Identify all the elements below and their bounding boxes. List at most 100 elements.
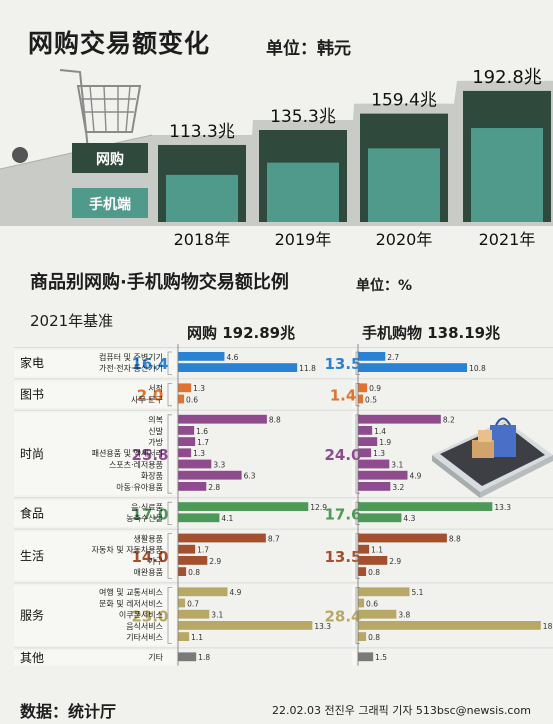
item-label: 패션용품 및 액세서리 [92, 448, 163, 458]
group-total-mobile: 17.6 [324, 505, 361, 523]
mobile-share-bar [358, 513, 402, 523]
online-share-bar [178, 544, 196, 554]
item-label: 아동·유아용품 [116, 482, 163, 492]
mobile-column-title: 手机购物 138.19兆 [362, 324, 501, 342]
mobile-share-bar [358, 414, 441, 424]
mobile-share-value: 2.9 [389, 557, 401, 566]
online-share-bar [178, 426, 195, 435]
mobile-share-bar [358, 544, 370, 554]
group-total-online: 17.0 [131, 505, 168, 523]
online-share-value: 1.3 [193, 449, 205, 458]
group-bracket [167, 351, 172, 375]
online-share-value: 0.7 [187, 599, 199, 608]
group-background [14, 381, 176, 408]
item-label: 이쿠폰서비스 [119, 610, 163, 620]
online-share-bar [178, 609, 210, 619]
mobile-share-value: 4.9 [409, 472, 421, 481]
mobile-share-bar [358, 352, 386, 361]
mobile-share-bar [358, 437, 378, 446]
item-label: 의복 [148, 415, 163, 425]
item-label: 가전·전자·통신기기 [99, 363, 163, 373]
online-share-bar [178, 567, 187, 576]
chart-unit: 单位：韩元 [266, 39, 351, 59]
online-share-value: 1.7 [197, 438, 209, 447]
item-label: 음·식료품 [131, 503, 163, 512]
group-total-mobile: 13.5 [324, 548, 361, 566]
mobile-share-value: 3.1 [391, 460, 403, 469]
mobile-share-bar [358, 556, 388, 565]
item-label: 스포츠·레저용품 [109, 460, 163, 469]
online-share-value: 1.8 [198, 653, 210, 662]
mobile-share-value: 8.8 [449, 534, 461, 543]
group-background [14, 531, 176, 581]
item-label: 기타서비스 [126, 633, 163, 642]
online-share-bar [178, 587, 228, 597]
group-background [14, 500, 176, 527]
group-background [352, 585, 356, 646]
group-bracket [167, 501, 172, 525]
mobile-share-bar [358, 426, 373, 435]
online-share-value: 1.7 [197, 546, 209, 555]
online-share-value: 4.6 [226, 353, 238, 362]
item-label: 가구 [148, 557, 163, 566]
mobile-share-value: 0.8 [368, 633, 380, 642]
item-label: 음식서비스 [126, 622, 163, 631]
online-share-bar [178, 556, 208, 565]
group-total-online: 25.8 [131, 446, 168, 464]
item-label: 기타 [148, 653, 163, 662]
mobile-share-value: 0.8 [368, 568, 380, 577]
mobile-share-value: 0.6 [366, 599, 378, 608]
group-background [352, 412, 356, 496]
mobile-share-value: 4.3 [403, 514, 415, 523]
group-name: 其他 [20, 651, 44, 665]
mobile-share-bar [358, 652, 374, 662]
mobile-share-bar [358, 632, 367, 641]
group-background [352, 650, 356, 666]
online-share-value: 12.9 [310, 503, 327, 512]
legend-online-swatch [72, 143, 148, 173]
group-background [14, 650, 176, 666]
online-share-value: 6.3 [244, 472, 256, 481]
group-name: 服务 [20, 607, 44, 622]
bar-value-label: 159.4兆 [371, 91, 437, 111]
item-label: 자동차 및 자동차용품 [92, 545, 163, 555]
mobile-share-bar [358, 587, 410, 597]
mobile-share-bar [358, 448, 372, 458]
online-share-bar [178, 383, 192, 393]
basis-label: 2021年基准 [30, 312, 114, 330]
mobile-share-value: 2.7 [387, 353, 399, 362]
mobile-share-bar [358, 502, 493, 511]
group-total-online: 23.0 [131, 607, 168, 625]
mobile-bar [368, 148, 440, 222]
year-tick-label: 2019年 [275, 230, 332, 249]
online-share-bar [178, 414, 267, 424]
group-total-mobile: 1.4 [330, 387, 357, 405]
mobile-share-bar [358, 394, 364, 404]
section-title: 商品别网购·手机购物交易额比例 [30, 272, 289, 293]
group-total-online: 2.0 [137, 387, 164, 405]
mobile-share-value: 13.3 [494, 503, 511, 512]
group-bracket [167, 383, 172, 407]
online-share-value: 11.8 [299, 364, 316, 373]
mobile-share-value: 1.1 [371, 546, 383, 555]
item-label: 화장품 [141, 471, 163, 481]
online-share-value: 2.8 [208, 483, 220, 492]
mobile-share-value: 1.5 [375, 653, 387, 662]
online-share-value: 1.6 [196, 427, 208, 436]
mobile-share-bar [358, 459, 390, 469]
group-total-online: 16.4 [131, 355, 168, 373]
online-share-value: 4.9 [229, 588, 241, 597]
mobile-share-value: 1.4 [374, 427, 386, 436]
year-tick-label: 2020年 [376, 230, 433, 249]
credit-line: 22.02.03 전진우 그래픽 기자 513bsc@newsis.com [272, 704, 531, 717]
mobile-share-value: 0.9 [369, 384, 381, 393]
mobile-share-bar [358, 567, 367, 576]
group-name: 食品 [20, 505, 44, 520]
group-background [14, 412, 176, 496]
group-name: 时尚 [20, 447, 44, 461]
year-tick-label: 2018年 [174, 230, 231, 249]
online-share-value: 4.1 [221, 514, 233, 523]
online-share-bar [178, 502, 309, 511]
